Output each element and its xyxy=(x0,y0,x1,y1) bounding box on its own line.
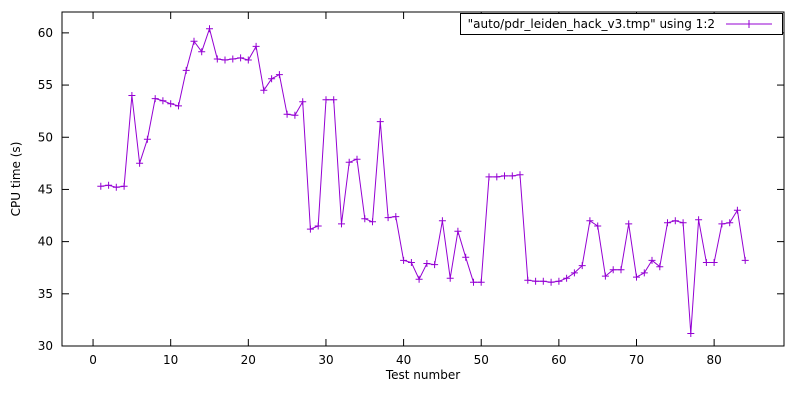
data-point-markers xyxy=(97,25,749,337)
x-tick-label: 20 xyxy=(241,353,256,367)
x-tick-label: 80 xyxy=(706,353,721,367)
x-tick-label: 40 xyxy=(396,353,411,367)
y-tick-label: 30 xyxy=(38,339,53,353)
y-tick-label: 40 xyxy=(38,235,53,249)
x-tick-label: 60 xyxy=(551,353,566,367)
y-tick-label: 35 xyxy=(38,287,53,301)
x-tick-label: 70 xyxy=(629,353,644,367)
legend-label: "auto/pdr_leiden_hack_v3.tmp" using 1:2 xyxy=(467,17,715,31)
x-tick-label: 0 xyxy=(89,353,97,367)
x-tick-label: 50 xyxy=(474,353,489,367)
series-line xyxy=(100,26,746,334)
y-axis-title: CPU time (s) xyxy=(9,141,23,217)
y-tick-label: 45 xyxy=(38,182,53,196)
y-tick-label: 50 xyxy=(38,130,53,144)
legend-box: "auto/pdr_leiden_hack_v3.tmp" using 1:2 xyxy=(459,13,783,35)
plot-border xyxy=(61,11,785,347)
x-tick-label: 10 xyxy=(163,353,178,367)
y-tick-label: 60 xyxy=(38,26,53,40)
y-tick-label: 55 xyxy=(38,78,53,92)
x-tick-label: 30 xyxy=(318,353,333,367)
legend-line-sample xyxy=(726,20,772,28)
x-axis-title: Test number xyxy=(385,368,461,382)
